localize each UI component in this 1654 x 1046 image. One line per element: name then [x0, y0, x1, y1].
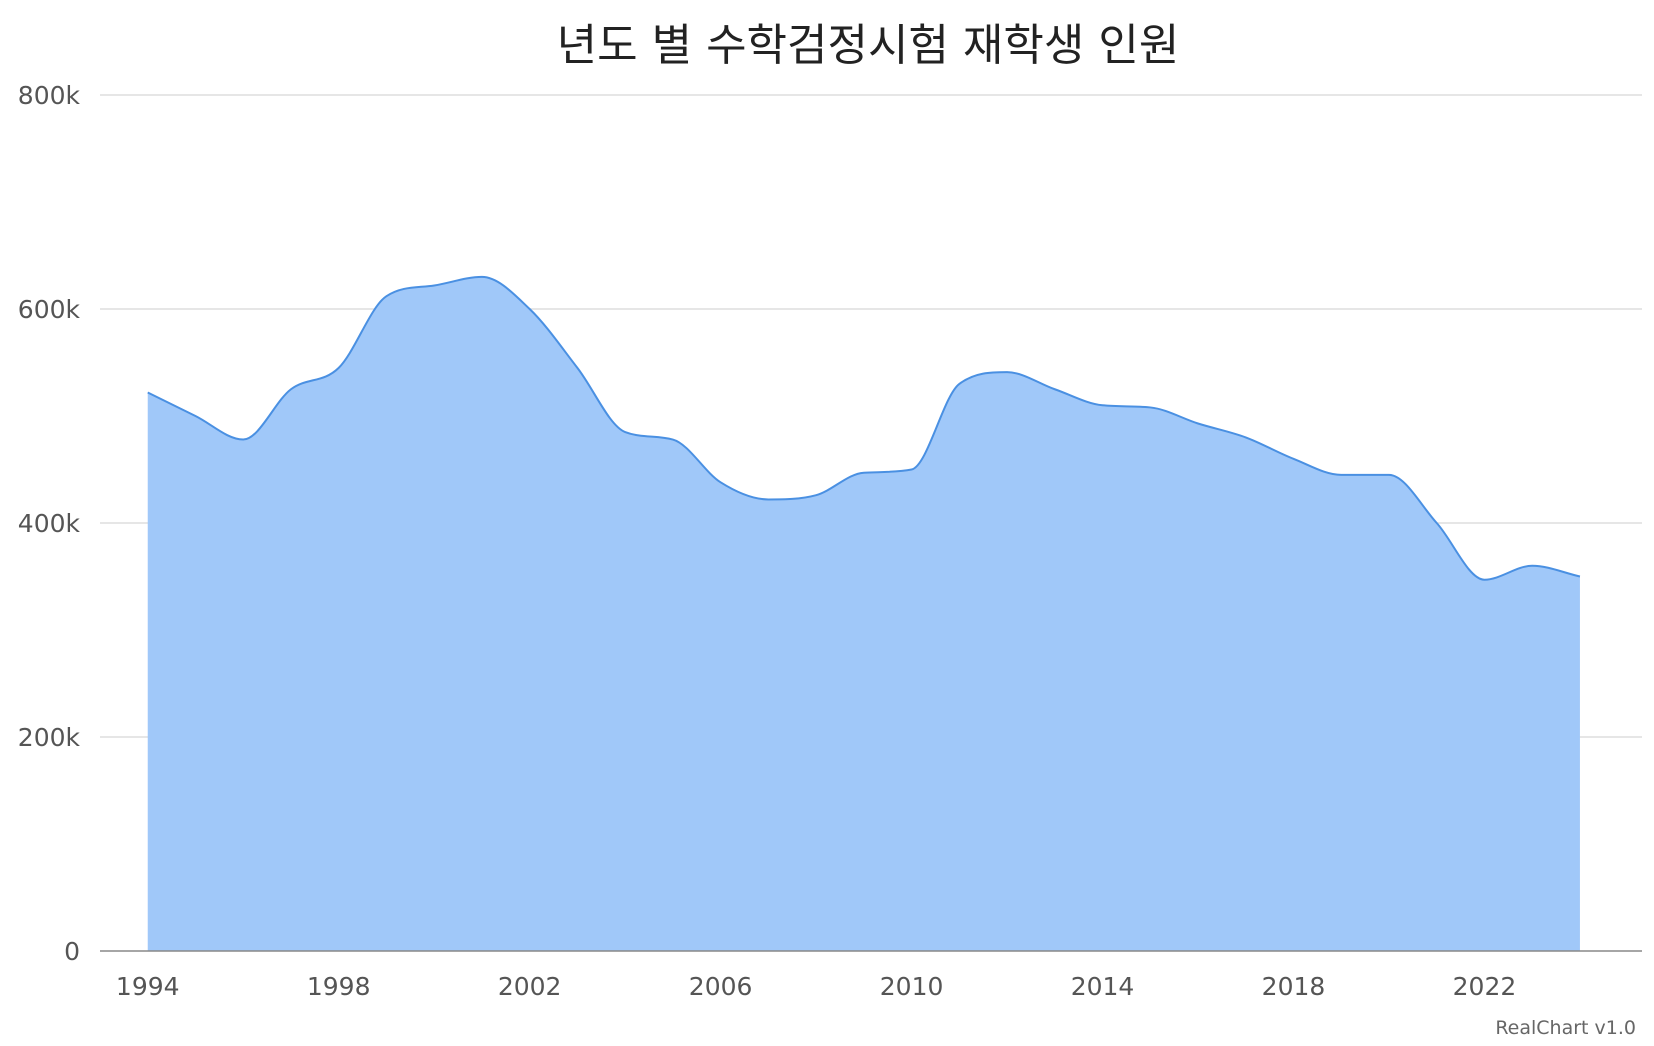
x-tick-label: 2018 — [1262, 972, 1326, 1001]
x-tick-label: 2010 — [880, 972, 944, 1001]
y-tick-label: 200k — [18, 723, 81, 752]
chart-title: 년도 별 수학검정시험 재학생 인원 — [557, 20, 1180, 71]
x-tick-label: 2006 — [689, 972, 753, 1001]
x-tick-label: 1994 — [116, 972, 180, 1001]
x-axis-labels: 1994 1998 2002 2006 2010 2014 2018 2022 — [116, 972, 1516, 1001]
y-axis: 0 200k 400k 600k 800k — [18, 81, 81, 966]
y-tick-label: 800k — [18, 81, 81, 110]
x-tick-label: 2014 — [1071, 972, 1135, 1001]
x-tick-label: 2002 — [498, 972, 562, 1001]
series-line — [147, 275, 1581, 581]
area-fill — [147, 276, 1580, 951]
y-tick-label: 600k — [18, 295, 81, 324]
y-tick-label: 0 — [64, 937, 80, 966]
area-series — [147, 275, 1581, 951]
credits-label: RealChart v1.0 — [1495, 1017, 1636, 1039]
y-tick-label: 400k — [18, 509, 81, 538]
x-tick-label: 1998 — [307, 972, 371, 1001]
x-tick-label: 2022 — [1453, 972, 1517, 1001]
